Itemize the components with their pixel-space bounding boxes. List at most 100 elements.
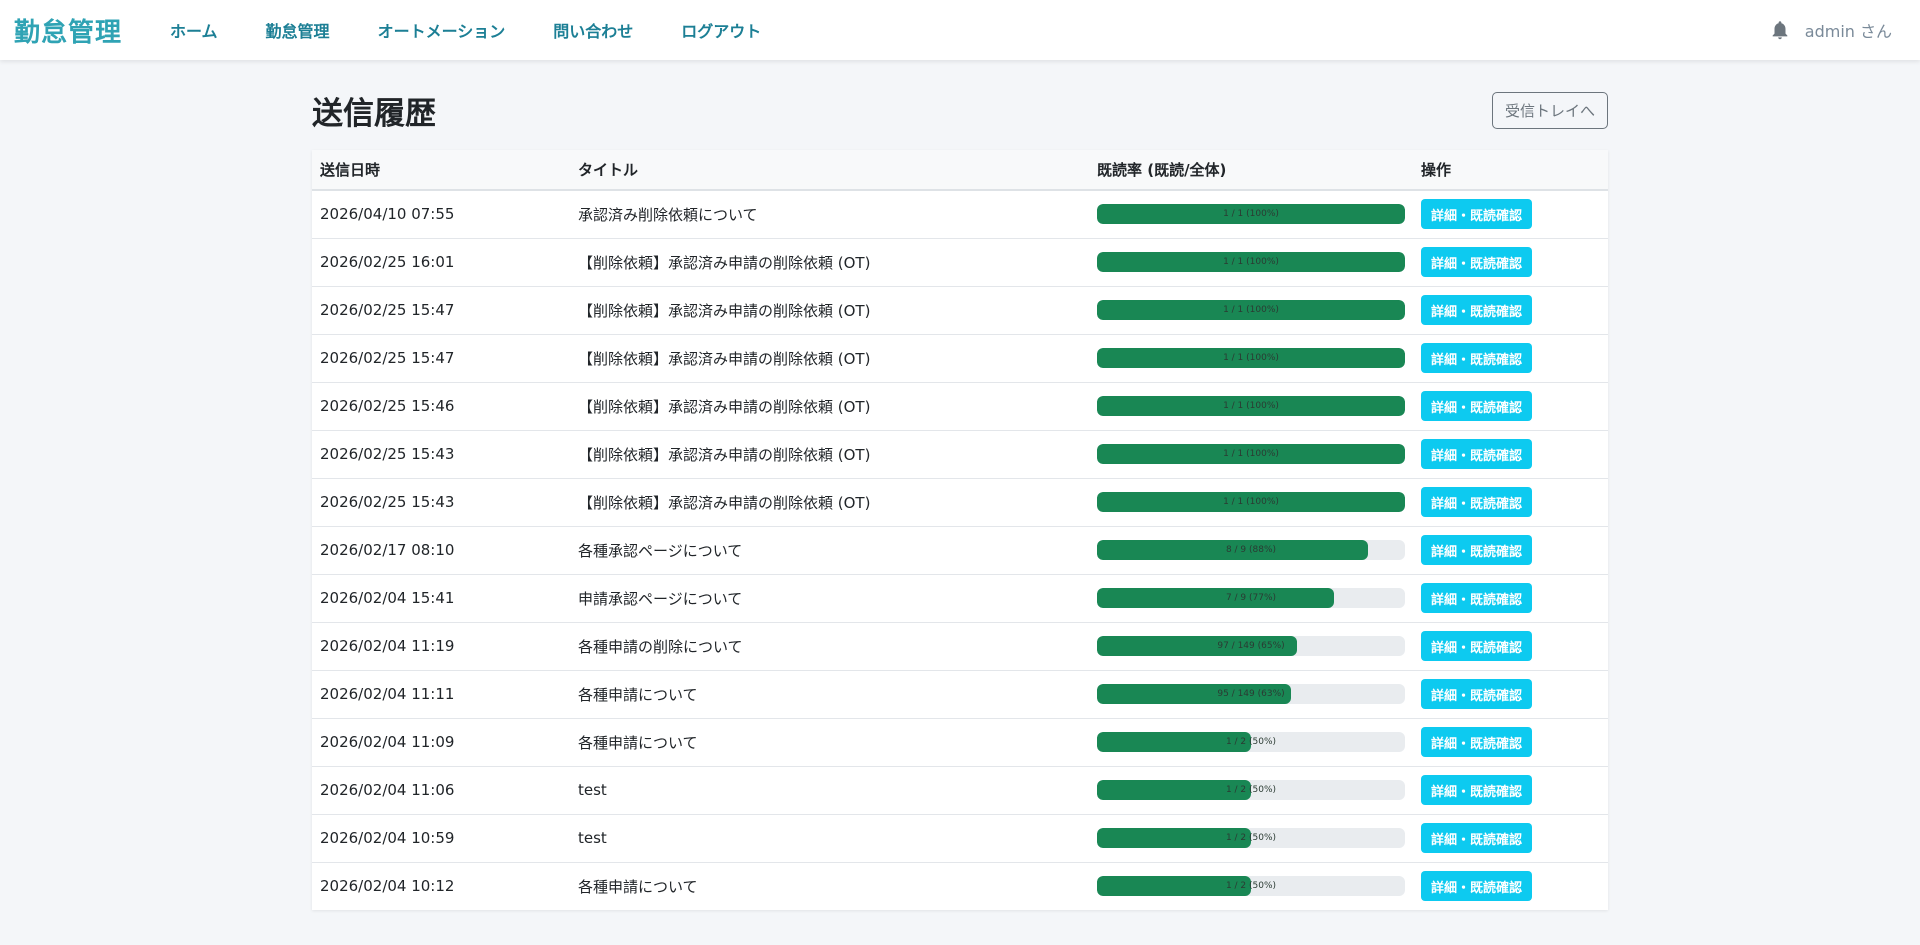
row-title: 申請承認ページについて [570,574,1089,623]
read-rate-progress: 7 / 9 (77%) [1097,588,1405,608]
read-rate-progress-fill [1097,780,1251,800]
page-title: 送信履歴 [312,95,436,132]
row-rate: 1 / 2 (50%) [1089,814,1413,863]
read-rate-progress-fill [1097,828,1251,848]
row-action: 詳細・既読確認 [1413,622,1608,671]
nav-link-contact[interactable]: 問い合わせ [553,22,634,41]
nav-link-automation[interactable]: オートメーション [377,22,506,41]
detail-read-check-button[interactable]: 詳細・既読確認 [1421,679,1533,709]
read-rate-progress: 8 / 9 (88%) [1097,540,1405,560]
row-rate: 1 / 2 (50%) [1089,718,1413,767]
history-table: 送信日時 タイトル 既読率 (既読/全体) 操作 2026/04/10 07:5… [312,150,1608,910]
nav-right: admin さん [1769,0,1892,60]
detail-read-check-button[interactable]: 詳細・既読確認 [1421,631,1533,661]
read-rate-text: 97 / 149 (65%) [1217,641,1285,651]
row-rate: 1 / 1 (100%) [1089,334,1413,383]
row-rate: 1 / 2 (50%) [1089,766,1413,815]
detail-read-check-button[interactable]: 詳細・既読確認 [1421,727,1533,757]
read-rate-text: 1 / 1 (100%) [1223,209,1279,220]
table-row: 2026/04/10 07:55 承認済み削除依頼について 1 / 1 (100%)… [312,190,1608,239]
row-title: test [570,814,1089,863]
row-action: 詳細・既読確認 [1413,238,1608,287]
read-rate-progress-fill [1097,348,1405,368]
detail-read-check-button[interactable]: 詳細・既読確認 [1421,199,1533,230]
read-rate-progress: 97 / 149 (65%) [1097,636,1405,656]
row-action: 詳細・既読確認 [1413,382,1608,431]
table-row: 2026/02/04 11:19 各種申請の削除について 97 / 149 (65%… [312,622,1608,671]
row-date: 2026/02/04 11:06 [312,766,570,815]
row-date: 2026/02/25 15:47 [312,334,570,383]
row-rate: 97 / 149 (65%) [1089,622,1413,671]
row-title: 【削除依頼】承認済み申請の削除依頼 (OT) [570,334,1089,383]
nav-link-logout[interactable]: ログアウト [681,22,762,41]
detail-read-check-button[interactable]: 詳細・既読確認 [1421,247,1533,277]
table-row: 2026/02/25 15:46 【削除依頼】承認済み申請の削除依頼 (OT) 1 … [312,382,1608,431]
read-rate-progress-fill [1097,444,1405,464]
user-name: admin さん [1804,22,1892,41]
page-header: 送信履歴 受信トレイへ [312,60,1608,150]
detail-read-check-button[interactable]: 詳細・既読確認 [1421,391,1533,421]
detail-read-check-button[interactable]: 詳細・既読確認 [1421,871,1533,902]
read-rate-progress: 1 / 1 (100%) [1097,348,1405,368]
row-rate: 1 / 1 (100%) [1089,286,1413,335]
row-action: 詳細・既読確認 [1413,670,1608,719]
brand-logo[interactable]: 勤怠管理 [14,17,123,48]
read-rate-text: 1 / 1 (100%) [1223,497,1279,507]
read-rate-progress-fill [1097,540,1369,560]
detail-read-check-button[interactable]: 詳細・既読確認 [1421,823,1533,853]
read-rate-text: 8 / 9 (88%) [1225,545,1277,555]
row-rate: 7 / 9 (77%) [1089,574,1413,623]
detail-read-check-button[interactable]: 詳細・既読確認 [1421,295,1533,325]
table-row: 2026/02/25 15:47 【削除依頼】承認済み申請の削除依頼 (OT) 1 … [312,286,1608,335]
table-row: 2026/02/04 10:12 各種申請について 1 / 2 (50%) 詳細・既読… [312,862,1608,910]
row-rate: 1 / 1 (100%) [1089,382,1413,431]
read-rate-progress-fill [1097,684,1292,704]
table-row: 2026/02/04 11:09 各種申請について 1 / 2 (50%) 詳細・既読… [312,718,1608,767]
read-rate-text: 95 / 149 (63%) [1217,689,1285,699]
row-title: 【削除依頼】承認済み申請の削除依頼 (OT) [570,430,1089,479]
header-date: 送信日時 [312,150,570,191]
detail-read-check-button[interactable]: 詳細・既読確認 [1421,775,1533,805]
row-title: 各種申請の削除について [570,622,1089,671]
read-rate-text: 1 / 2 (50%) [1225,833,1277,843]
row-title: 各種承認ページについて [570,526,1089,575]
detail-read-check-button[interactable]: 詳細・既読確認 [1421,343,1533,373]
row-date: 2026/02/17 08:10 [312,526,570,575]
row-action: 詳細・既読確認 [1413,814,1608,863]
read-rate-text: 1 / 1 (100%) [1223,401,1279,411]
read-rate-text: 1 / 1 (100%) [1223,305,1279,315]
read-rate-progress-fill [1097,396,1405,416]
detail-read-check-button[interactable]: 詳細・既読確認 [1421,583,1533,613]
table-row: 2026/02/04 15:41 申請承認ページについて 7 / 9 (77%) 詳細… [312,574,1608,623]
read-rate-text: 1 / 1 (100%) [1223,353,1279,363]
read-rate-progress: 1 / 1 (100%) [1097,252,1405,272]
row-title: test [570,766,1089,815]
detail-read-check-button[interactable]: 詳細・既読確認 [1421,535,1533,565]
row-title: 各種申請について [570,718,1089,767]
read-rate-progress-fill [1097,636,1298,656]
top-navbar: 勤怠管理 ホーム 勤怠管理 オートメーション 問い合わせ ログアウト admin… [0,0,1920,60]
history-table-card: 送信日時 タイトル 既読率 (既読/全体) 操作 2026/04/10 07:5… [312,150,1608,910]
row-action: 詳細・既読確認 [1413,766,1608,815]
inbox-button[interactable]: 受信トレイへ [1491,91,1608,129]
read-rate-text: 7 / 9 (77%) [1225,593,1277,603]
read-rate-progress: 1 / 1 (100%) [1097,396,1405,416]
detail-read-check-button[interactable]: 詳細・既読確認 [1421,439,1533,469]
table-body: 2026/04/10 07:55 承認済み削除依頼について 1 / 1 (100%)… [312,190,1608,910]
read-rate-progress: 1 / 2 (50%) [1097,876,1405,897]
row-title: 【削除依頼】承認済み申請の削除依頼 (OT) [570,478,1089,527]
nav-link-attendance[interactable]: 勤怠管理 [265,22,330,41]
read-rate-progress-fill [1097,204,1405,225]
row-title: 各種申請について [570,670,1089,719]
read-rate-progress-fill [1097,876,1251,897]
row-rate: 1 / 1 (100%) [1089,190,1413,239]
nav-link-home[interactable]: ホーム [170,22,218,41]
row-title: 【削除依頼】承認済み申請の削除依頼 (OT) [570,286,1089,335]
row-date: 2026/02/25 16:01 [312,238,570,287]
read-rate-progress: 95 / 149 (63%) [1097,684,1405,704]
bell-icon[interactable] [1769,19,1791,41]
read-rate-progress: 1 / 1 (100%) [1097,444,1405,464]
row-date: 2026/02/04 10:59 [312,814,570,863]
read-rate-text: 1 / 1 (100%) [1223,449,1279,459]
detail-read-check-button[interactable]: 詳細・既読確認 [1421,487,1533,517]
